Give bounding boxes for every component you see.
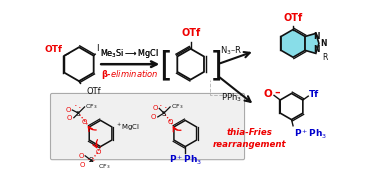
- Polygon shape: [281, 29, 305, 57]
- Text: ·: ·: [164, 103, 167, 113]
- Text: ·: ·: [92, 156, 95, 166]
- Text: O: O: [96, 149, 101, 155]
- Text: ·: ·: [159, 101, 163, 111]
- Text: N$_3$–R: N$_3$–R: [220, 45, 243, 57]
- Text: $\bfβ$-$\it{elimination}$: $\bfβ$-$\it{elimination}$: [101, 68, 159, 82]
- Text: $^+$MgCl: $^+$MgCl: [115, 121, 140, 133]
- Text: I: I: [96, 44, 99, 53]
- Text: S: S: [76, 111, 80, 117]
- Text: OTf: OTf: [284, 13, 303, 23]
- Text: S: S: [162, 111, 166, 117]
- Text: R: R: [322, 53, 327, 62]
- Polygon shape: [305, 33, 319, 53]
- Text: thia-Fries
rearrangement: thia-Fries rearrangement: [213, 128, 287, 149]
- Text: P$^+$Ph$_3$: P$^+$Ph$_3$: [294, 127, 327, 141]
- Text: OTf: OTf: [45, 45, 63, 54]
- Text: OTf: OTf: [181, 28, 200, 38]
- FancyBboxPatch shape: [51, 93, 245, 160]
- Text: O: O: [81, 118, 87, 124]
- Text: N: N: [313, 32, 320, 41]
- Text: S: S: [88, 157, 93, 163]
- Text: O: O: [65, 107, 71, 113]
- Text: O: O: [152, 105, 158, 111]
- Text: ·: ·: [87, 156, 90, 165]
- Text: ]: ]: [209, 49, 223, 82]
- Text: CF$_3$: CF$_3$: [98, 162, 111, 171]
- Text: [: [: [159, 49, 172, 82]
- Text: –: –: [274, 87, 280, 97]
- Text: O: O: [264, 89, 273, 99]
- Text: O: O: [167, 118, 173, 124]
- Text: OTf: OTf: [87, 87, 101, 96]
- Text: ·: ·: [78, 103, 82, 113]
- Text: N: N: [313, 46, 320, 54]
- Text: Me$_3$Si$\longrightarrow$MgCl: Me$_3$Si$\longrightarrow$MgCl: [101, 47, 159, 60]
- Text: ·: ·: [74, 101, 77, 111]
- Text: P$^+$Ph$_3$: P$^+$Ph$_3$: [169, 154, 202, 167]
- Text: PPh$_3$: PPh$_3$: [221, 91, 242, 104]
- Text: CF$_3$: CF$_3$: [85, 102, 98, 111]
- Text: CF$_3$: CF$_3$: [171, 102, 183, 111]
- Text: Me$_3$Si$\longrightarrow$MgCl: Me$_3$Si$\longrightarrow$MgCl: [101, 47, 159, 60]
- Text: O: O: [80, 162, 85, 168]
- Text: O: O: [78, 153, 84, 159]
- Text: N: N: [321, 39, 327, 48]
- Text: Tf: Tf: [309, 90, 319, 99]
- Text: O: O: [67, 115, 72, 121]
- Text: O: O: [151, 114, 156, 120]
